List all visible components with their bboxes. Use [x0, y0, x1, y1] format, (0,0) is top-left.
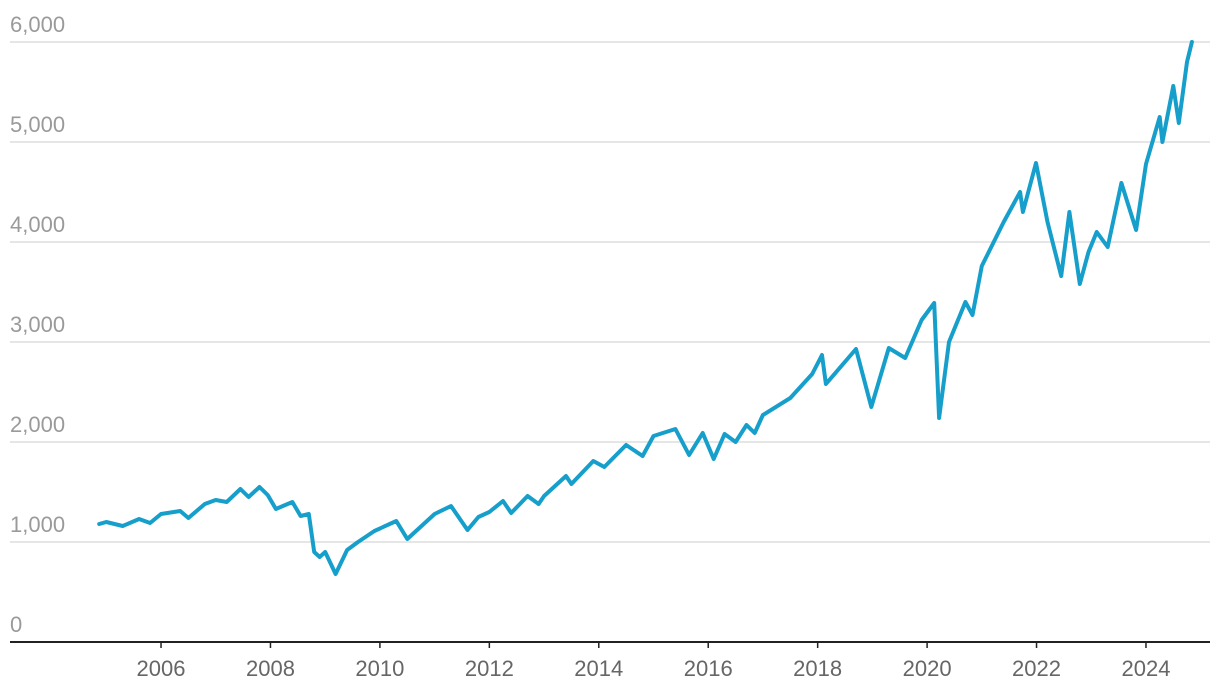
x-tick-label: 2018 — [793, 656, 842, 681]
x-tick-label: 2020 — [903, 656, 952, 681]
x-tick-label: 2024 — [1122, 656, 1171, 681]
y-tick-label: 0 — [10, 612, 22, 637]
x-tick-label: 2012 — [465, 656, 514, 681]
x-tick-label: 2006 — [137, 656, 186, 681]
x-tick-label: 2016 — [684, 656, 733, 681]
y-tick-label: 5,000 — [10, 112, 65, 137]
x-tick-label: 2014 — [574, 656, 623, 681]
x-tick-label: 2008 — [246, 656, 295, 681]
y-tick-label: 3,000 — [10, 312, 65, 337]
y-tick-label: 6,000 — [10, 12, 65, 37]
y-tick-label: 2,000 — [10, 412, 65, 437]
x-tick-label: 2022 — [1012, 656, 1061, 681]
x-tick-label: 2010 — [355, 656, 404, 681]
y-tick-label: 4,000 — [10, 212, 65, 237]
y-tick-label: 1,000 — [10, 512, 65, 537]
line-series — [97, 40, 1194, 576]
